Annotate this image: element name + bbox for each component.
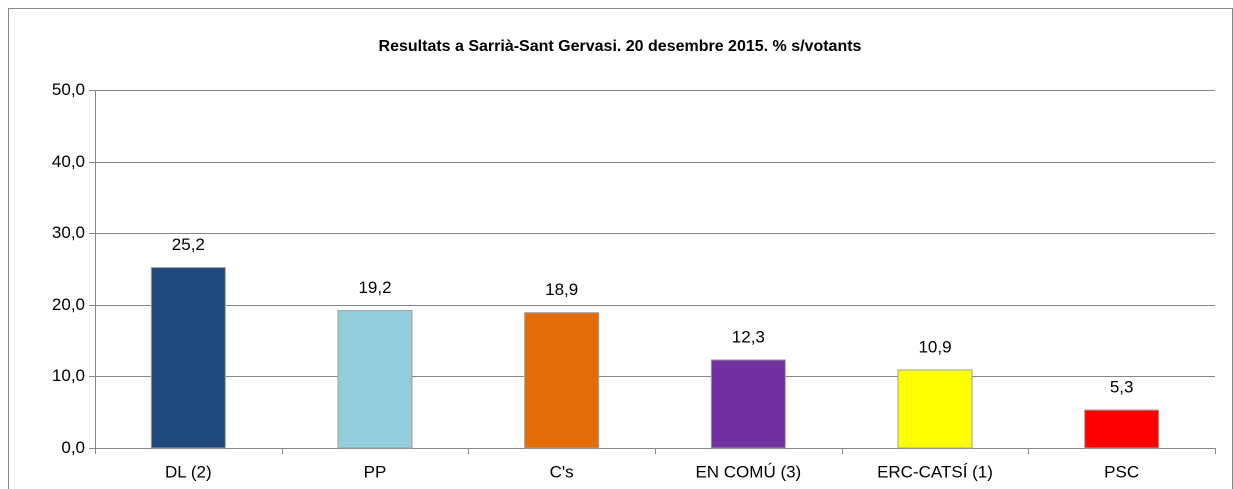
y-tick-label: 50,0 bbox=[52, 80, 85, 99]
bar bbox=[524, 312, 600, 449]
x-tick-label: PSC bbox=[1104, 462, 1139, 481]
bar bbox=[150, 267, 226, 449]
data-label: 18,9 bbox=[545, 280, 578, 299]
y-tick-label: 40,0 bbox=[52, 152, 85, 171]
data-label: 25,2 bbox=[172, 235, 205, 254]
bar bbox=[897, 369, 973, 449]
x-tick-label: EN COMÚ (3) bbox=[695, 462, 801, 481]
data-label: 12,3 bbox=[732, 327, 765, 346]
x-tick-label: C's bbox=[550, 462, 574, 481]
bar bbox=[710, 359, 786, 449]
y-tick-label: 30,0 bbox=[52, 223, 85, 242]
y-tick-label: 20,0 bbox=[52, 295, 85, 314]
x-tick-label: PP bbox=[364, 462, 387, 481]
chart-title: Resultats a Sarrià-Sant Gervasi. 20 dese… bbox=[379, 38, 862, 55]
bar bbox=[337, 310, 413, 449]
y-tick-label: 10,0 bbox=[52, 366, 85, 385]
y-tick-label: 0,0 bbox=[61, 438, 85, 457]
data-label: 19,2 bbox=[358, 278, 391, 297]
x-tick-label: ERC-CATSÍ (1) bbox=[877, 462, 993, 481]
data-label: 10,9 bbox=[918, 337, 951, 356]
data-label: 5,3 bbox=[1110, 378, 1134, 397]
x-tick-label: DL (2) bbox=[165, 462, 212, 481]
bar bbox=[1084, 409, 1160, 449]
